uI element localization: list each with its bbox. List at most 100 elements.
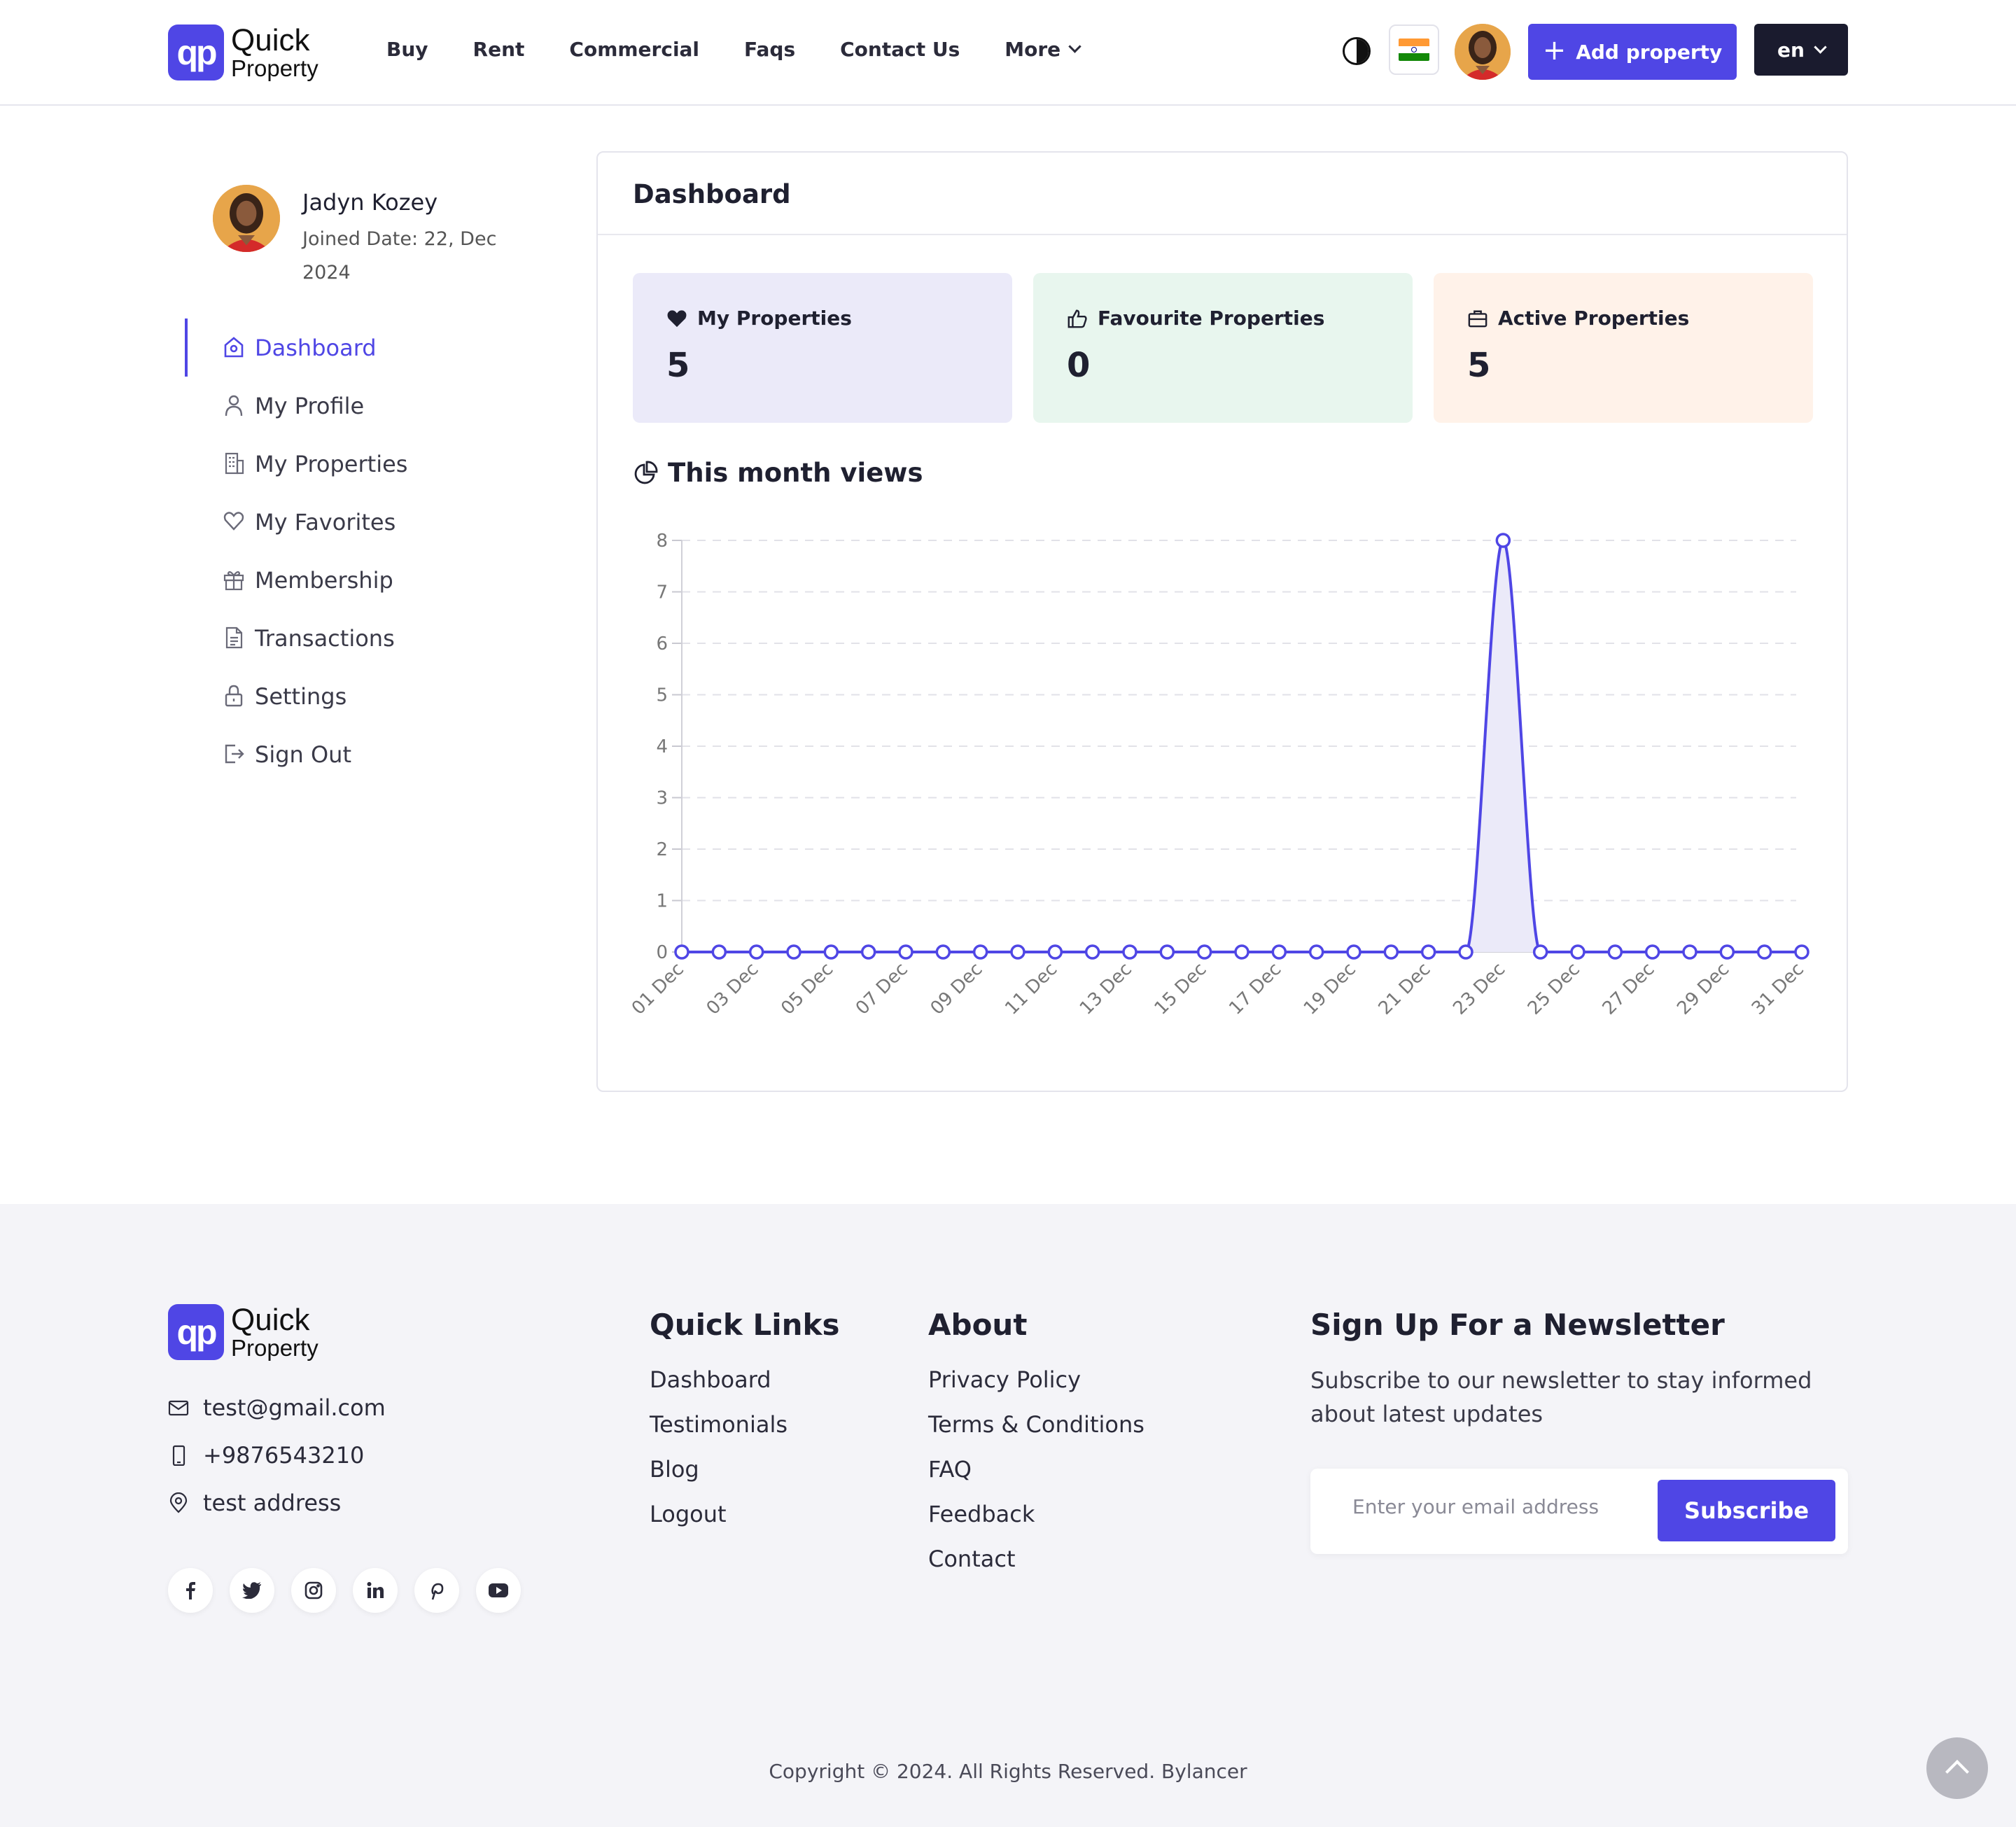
logo-mark: qp [168,1304,224,1360]
thumbs-up-icon [1068,309,1087,328]
footer-link-privacy-policy[interactable]: Privacy Policy [928,1366,1082,1393]
document-icon [225,626,243,649]
footer-link-terms[interactable]: Terms & Conditions [928,1411,1144,1438]
data-point [1495,533,1511,548]
x-tick-label: 21 Dec [1375,959,1435,1019]
stat-value: 5 [666,346,690,385]
stat-card-active-properties[interactable]: Active Properties 5 [1434,273,1813,423]
logo-text-line2: Property [231,1335,318,1361]
sidebar-item-sign-out[interactable]: Sign Out [185,725,479,783]
language-select[interactable]: en [1754,24,1848,76]
scroll-to-top-button[interactable] [1926,1737,1988,1799]
sidebar-item-my-favorites[interactable]: My Favorites [185,493,479,551]
footer-link-testimonials[interactable]: Testimonials [650,1411,788,1438]
x-tick-label: 29 Dec [1673,959,1733,1019]
nav-more-label: More [1004,38,1061,61]
sidebar-item-membership[interactable]: Membership [185,551,479,609]
series-area [682,540,1802,952]
profile-avatar [213,185,280,252]
pinterest-icon[interactable] [414,1568,459,1613]
data-point [711,944,727,960]
views-chart-title: This month views [633,458,923,488]
footer-link-faq[interactable]: FAQ [928,1456,972,1483]
data-point [1570,944,1586,960]
data-point [748,944,764,960]
stat-label: My Properties [697,307,852,330]
y-tick-label: 4 [656,736,668,757]
nav-buy[interactable]: Buy [386,38,428,61]
stat-label: Active Properties [1498,307,1690,330]
footer-link-contact[interactable]: Contact [928,1546,1016,1572]
sidebar-item-settings[interactable]: Settings [185,667,479,725]
footer-link-blog[interactable]: Blog [650,1456,699,1483]
data-point [1159,944,1175,960]
x-tick-label: 25 Dec [1524,959,1584,1019]
phone-icon [172,1445,186,1466]
newsletter-form: Subscribe [1310,1469,1848,1554]
nav-contact-us[interactable]: Contact Us [840,38,960,61]
sidebar-item-dashboard[interactable]: Dashboard [185,318,479,377]
nav-faqs[interactable]: Faqs [744,38,796,61]
newsletter-description: Subscribe to our newsletter to stay info… [1310,1367,1812,1427]
sidebar-item-label: Settings [255,682,347,710]
footer-link-dashboard[interactable]: Dashboard [650,1366,771,1393]
theme-toggle-icon[interactable] [1343,37,1371,65]
y-tick-label: 1 [656,891,668,912]
data-point [1420,944,1436,960]
nav-commercial[interactable]: Commercial [569,38,700,61]
youtube-icon[interactable] [476,1568,521,1613]
subscribe-button[interactable]: Subscribe [1658,1480,1835,1541]
building-icon [225,452,244,475]
lock-icon [225,685,243,707]
stat-value: 0 [1067,346,1091,385]
sidebar-item-my-profile[interactable]: My Profile [185,377,479,435]
data-point [1084,944,1100,960]
sidebar-item-my-properties[interactable]: My Properties [185,435,479,493]
data-point [1271,944,1287,960]
social-links [168,1568,521,1613]
x-tick-label: 09 Dec [927,959,987,1019]
logo-text-line1: Quick [231,1303,310,1337]
stat-card-favourite-properties[interactable]: Favourite Properties 0 [1033,273,1413,423]
sidebar-item-label: Dashboard [255,334,377,361]
linkedin-icon[interactable] [353,1568,398,1613]
facebook-icon[interactable] [168,1568,213,1613]
data-point [1607,944,1623,960]
stat-card-my-properties[interactable]: My Properties 5 [633,273,1012,423]
dashboard-title: Dashboard [633,179,791,209]
footer-email[interactable]: test@gmail.com [168,1394,386,1421]
add-property-button[interactable]: + Add property [1528,24,1737,80]
sidebar-item-transactions[interactable]: Transactions [185,609,479,667]
y-tick-label: 0 [656,942,668,963]
add-property-label: Add property [1576,40,1723,64]
data-point [1234,944,1250,960]
instagram-icon[interactable] [291,1568,336,1613]
sidebar-item-label: Sign Out [255,741,351,768]
header-avatar[interactable] [1455,24,1511,80]
x-tick-label: 27 Dec [1599,959,1659,1019]
footer-link-logout[interactable]: Logout [650,1501,727,1527]
footer-link-feedback[interactable]: Feedback [928,1501,1035,1527]
data-point [935,944,951,960]
footer-logo[interactable]: qp Quick Property [168,1304,318,1360]
main-nav: Buy Rent Commercial Faqs Contact Us More [386,38,1082,61]
newsletter-email-input[interactable] [1352,1495,1660,1518]
data-point [1047,944,1063,960]
y-tick-label: 2 [656,839,668,860]
footer-phone[interactable]: +9876543210 [168,1442,364,1469]
pie-chart-icon [634,461,658,484]
user-icon [225,395,243,416]
x-tick-label: 15 Dec [1151,959,1211,1019]
nav-rent[interactable]: Rent [472,38,525,61]
chevron-up-icon [1945,1760,1969,1784]
nav-more[interactable]: More [1004,38,1082,61]
chevron-down-icon [1814,40,1827,54]
twitter-icon[interactable] [230,1568,274,1613]
x-tick-label: 03 Dec [703,959,763,1019]
language-flag-button[interactable] [1389,24,1439,75]
data-point [1794,944,1809,960]
site-logo[interactable]: qp Quick Property [168,24,318,80]
profile-name: Jadyn Kozey [302,189,438,216]
stat-value: 5 [1467,346,1491,385]
